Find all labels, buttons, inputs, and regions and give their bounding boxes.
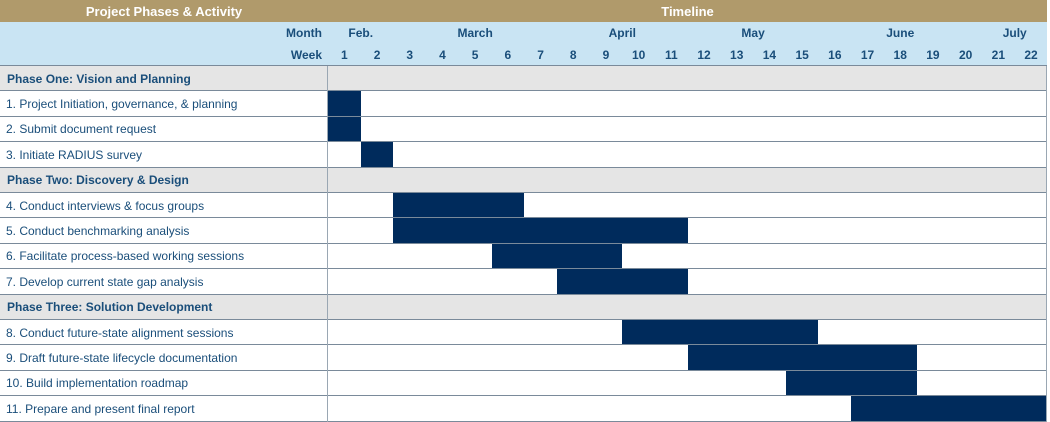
task-bar	[687, 345, 917, 371]
week-tick-15: 15	[795, 48, 809, 62]
week-tick-19: 19	[926, 48, 940, 62]
task-label: 8. Conduct future-state alignment sessio…	[6, 325, 234, 340]
task-bar	[328, 116, 361, 143]
task-label: 11. Prepare and present final report	[6, 401, 195, 416]
week-tick-9: 9	[602, 48, 610, 62]
row-divider	[0, 166, 1047, 168]
month-label: Month	[286, 26, 322, 40]
task-label: 2. Submit document request	[6, 122, 157, 137]
task-bar	[851, 396, 1048, 422]
phase-header: Phase One: Vision and Planning	[0, 66, 1047, 92]
month-label-5: June	[886, 26, 915, 40]
week-tick-12: 12	[697, 48, 711, 62]
week-tick-22: 22	[1024, 48, 1038, 62]
week-tick-5: 5	[471, 48, 479, 62]
task-bar	[556, 269, 688, 295]
phase-header: Phase Three: Solution Development	[0, 294, 1047, 320]
row-divider	[0, 141, 1047, 143]
task-bar	[360, 142, 394, 168]
row-divider	[0, 369, 1047, 371]
month-label-6: July	[1002, 26, 1027, 40]
task-bar	[393, 193, 525, 219]
week-tick-16: 16	[828, 48, 842, 62]
month-label-4: May	[741, 26, 765, 40]
week-tick-7: 7	[537, 48, 544, 62]
row-divider	[0, 192, 1047, 193]
week-tick-2: 2	[373, 48, 381, 62]
header-divider	[0, 65, 1047, 66]
row-divider	[0, 420, 1047, 422]
week-tick-20: 20	[958, 48, 973, 62]
row-divider	[0, 90, 1047, 92]
task-label: 1. Project Initiation, governance, & pla…	[6, 97, 238, 112]
week-tick-3: 3	[406, 48, 414, 62]
week-tick-8: 8	[569, 48, 577, 62]
task-label: 5. Conduct benchmarking analysis	[6, 224, 190, 239]
chart-right-border	[1046, 66, 1047, 422]
task-bar	[785, 370, 917, 397]
week-tick-11: 11	[665, 48, 678, 62]
week-tick-6: 6	[504, 48, 512, 62]
week-label: Week	[290, 48, 322, 62]
task-bar	[328, 91, 361, 117]
row-divider	[0, 242, 1047, 244]
row-divider	[0, 293, 1047, 295]
label-column-divider	[327, 66, 328, 422]
row-divider	[0, 217, 1047, 219]
task-bar	[622, 320, 819, 346]
week-tick-14: 14	[762, 48, 777, 62]
task-label: 10. Build implementation roadmap	[6, 376, 189, 391]
month-label-3: April	[608, 26, 636, 40]
task-label: 7. Develop current state gap analysis	[6, 274, 204, 289]
header-left-title: Project Phases & Activity	[0, 0, 328, 22]
task-label: 4. Conduct interviews & focus groups	[6, 198, 205, 213]
week-row	[0, 44, 1047, 66]
header-timeline-title: Timeline	[328, 0, 1047, 22]
month-label-1: Feb.	[348, 26, 374, 40]
week-tick-1: 1	[341, 48, 348, 62]
row-divider	[0, 115, 1047, 117]
month-row	[0, 22, 1047, 44]
row-divider	[0, 268, 1047, 270]
task-label: 6. Facilitate process-based working sess…	[6, 249, 245, 264]
row-divider	[0, 319, 1047, 320]
phase-header: Phase Two: Discovery & Design	[0, 167, 1047, 193]
month-label-2: March	[457, 26, 493, 40]
task-label: 9. Draft future-state lifecycle document…	[6, 351, 238, 366]
week-tick-10: 10	[631, 48, 646, 62]
task-bar	[393, 218, 688, 244]
row-divider	[0, 395, 1047, 397]
week-tick-13: 13	[730, 48, 744, 62]
week-tick-18: 18	[893, 48, 907, 62]
row-divider	[0, 344, 1047, 346]
task-label: 3. Initiate RADIUS survey	[6, 147, 143, 162]
week-tick-17: 17	[860, 48, 875, 62]
week-tick-21: 21	[991, 48, 1006, 62]
task-bar	[491, 243, 623, 270]
week-tick-4: 4	[439, 48, 446, 62]
